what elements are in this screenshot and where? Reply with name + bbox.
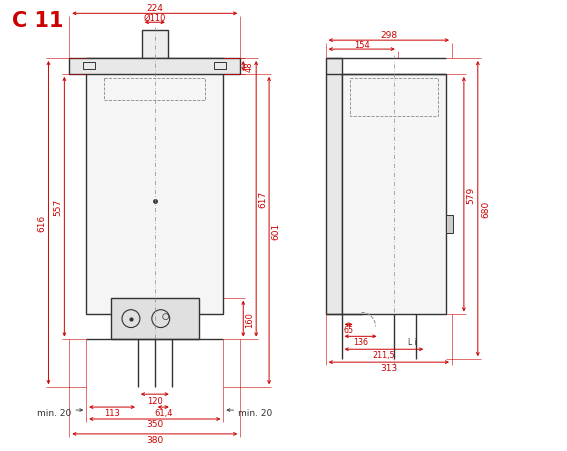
Text: 160: 160	[245, 311, 253, 327]
Text: C 11: C 11	[12, 11, 63, 31]
Text: 350: 350	[146, 419, 163, 428]
Text: 557: 557	[53, 198, 62, 216]
Text: 65: 65	[344, 325, 354, 334]
Bar	[142, 31, 168, 59]
Bar	[342, 75, 446, 315]
Text: 617: 617	[259, 191, 268, 208]
Bar	[446, 216, 453, 234]
Text: 380: 380	[146, 435, 163, 444]
Text: 61,4: 61,4	[154, 408, 172, 417]
Text: 680: 680	[481, 201, 490, 218]
Text: L i: L i	[408, 337, 417, 346]
Text: 120: 120	[147, 396, 163, 405]
Bar	[325, 59, 342, 315]
Text: 298: 298	[380, 31, 397, 40]
Bar	[350, 79, 438, 116]
Text: 154: 154	[354, 41, 370, 50]
Text: 313: 313	[380, 363, 397, 372]
Bar	[214, 63, 226, 70]
Text: 48: 48	[245, 61, 253, 72]
Text: 616: 616	[37, 215, 46, 232]
Bar	[86, 59, 223, 315]
Text: 224: 224	[146, 4, 163, 13]
Text: 601: 601	[272, 222, 281, 239]
Text: Ø110: Ø110	[143, 14, 166, 23]
Bar	[104, 79, 205, 101]
Text: 113: 113	[104, 408, 120, 417]
Text: min. 20: min. 20	[37, 408, 71, 417]
Bar	[69, 59, 240, 75]
Bar	[83, 63, 95, 70]
Text: 211,5: 211,5	[373, 350, 395, 359]
Text: min. 20: min. 20	[238, 408, 272, 417]
Text: 136: 136	[353, 337, 368, 346]
Bar	[111, 298, 198, 340]
Text: 579: 579	[466, 186, 475, 203]
